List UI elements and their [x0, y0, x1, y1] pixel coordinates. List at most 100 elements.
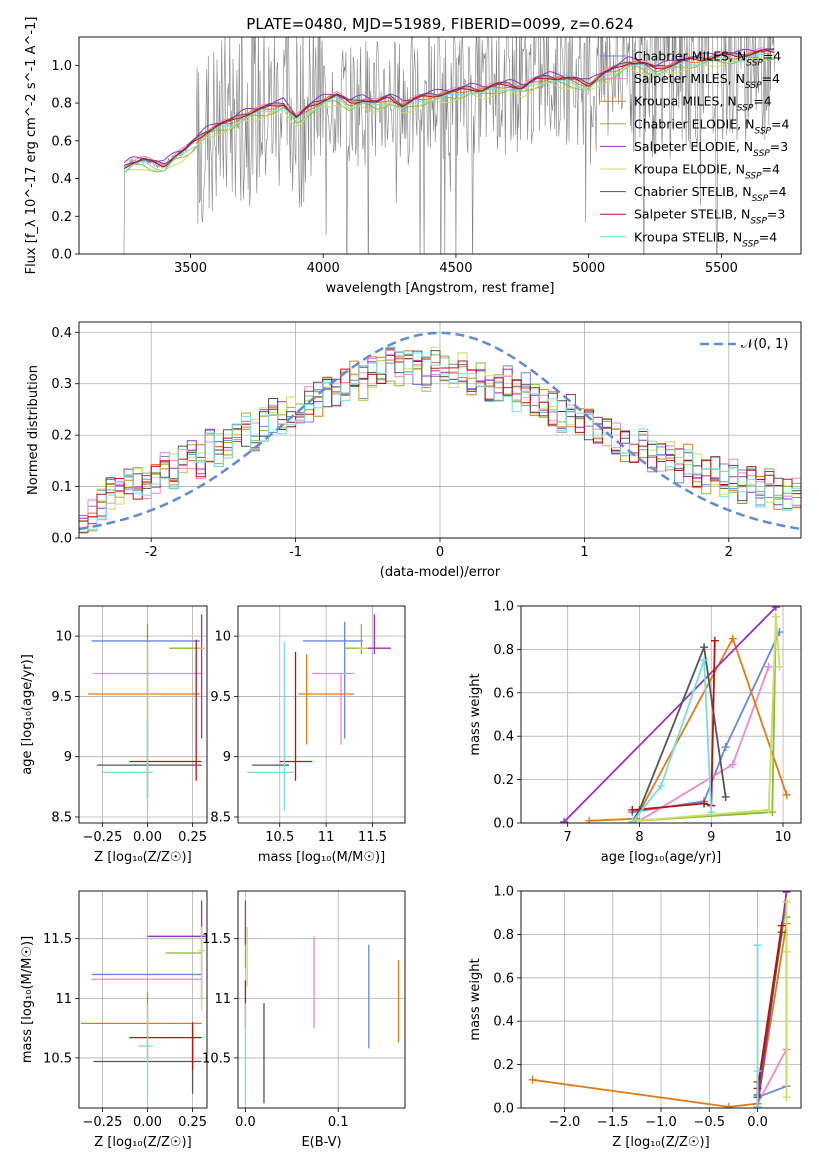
weight-marker-kroupa-stelib: [707, 808, 716, 817]
legend-nssp: =4: [771, 116, 789, 131]
x-tick-label: 0.0: [235, 1115, 256, 1130]
y-tick-label: 8.5: [210, 810, 231, 825]
x-tick-label: 0.25: [178, 1115, 207, 1130]
x-axis-label: Z [log₁₀(Z/Z☉)]: [94, 1135, 191, 1150]
weight-marker-kroupa-elodie: [782, 897, 791, 906]
weight-marker-chabrier-stelib: [700, 643, 709, 652]
x-tick-label: 0.0: [747, 1115, 768, 1130]
x-axis-label: wavelength [Angstrom, rest frame]: [326, 281, 555, 296]
plot-area: [528, 891, 791, 1108]
y-tick-label: 0.4: [493, 1015, 514, 1030]
x-tick-label: −2.0: [549, 1115, 581, 1130]
legend-series-name: Kroupa MILES, N: [634, 94, 737, 109]
y-axis-label: Normed distribution: [26, 365, 41, 495]
y-tick-label: 11.5: [43, 932, 72, 947]
legend-subscript: SSP: [746, 59, 763, 69]
legend-series-name: Salpeter STELIB, N: [634, 207, 750, 222]
weight-marker-kroupa-elodie: [782, 1093, 791, 1102]
x-tick-label: −0.25: [83, 1115, 123, 1130]
y-axis-label: mass weight: [468, 958, 483, 1040]
axes-frame: [520, 605, 802, 824]
x-tick-label: −0.25: [83, 830, 123, 845]
x-tick-label: 0: [436, 545, 444, 560]
y-tick-label: 11.5: [202, 932, 231, 947]
axes-frame: [78, 321, 802, 539]
x-tick-label: 4000: [307, 261, 340, 276]
axes-frame: [237, 605, 406, 824]
y-tick-label: 0.4: [51, 172, 72, 187]
plot-area: [244, 900, 400, 1104]
weight-marker-chabrier-stelib: [721, 792, 730, 801]
x-tick-label: 9: [707, 830, 715, 845]
legend-nssp: =4: [759, 229, 777, 244]
y-tick-label: 9.5: [51, 690, 72, 705]
legend-subscript: SSP: [745, 81, 762, 91]
x-tick-label: 2: [725, 545, 733, 560]
y-tick-label: 8.5: [51, 810, 72, 825]
weight-marker-salpeter-elodie: [782, 891, 791, 897]
x-tick-label: 3500: [174, 261, 207, 276]
y-tick-label: 0.6: [51, 134, 72, 149]
axes-frame: [78, 605, 208, 824]
x-axis-label: mass [log₁₀(M/M☉)]: [258, 850, 385, 865]
x-tick-label: 5500: [705, 261, 738, 276]
y-tick-label: 10.5: [202, 1051, 231, 1066]
x-tick-label: 0.1: [328, 1115, 349, 1130]
panel-mass-weight-vs-Z: −2.0 −1.5 −1.0 −0.5 0.0 0.0 0.2 0.4 0.6 0.8 1.0 Z […: [468, 885, 802, 1150]
x-tick-label: −1.0: [645, 1115, 677, 1130]
y-tick-label: 0.0: [493, 1102, 514, 1117]
y-tick-label: 10: [214, 630, 231, 645]
x-axis-label: age [log₁₀(age/yr)]: [601, 850, 722, 865]
weight-marker-kroupa-miles: [585, 816, 594, 823]
legend-series-name: Salpeter ELODIE, N: [634, 139, 753, 154]
weight-line-salpeter-elodie: [563, 606, 777, 823]
weight-marker-kroupa-stelib: [753, 1067, 762, 1076]
y-tick-label: 0.0: [51, 532, 72, 547]
panel-mass-vs-ebv: 0.0 0.1 10.5 11 11.5 E(B-V): [202, 890, 406, 1150]
normal-distribution-curve: [79, 331, 801, 531]
legend-subscript: SSP: [750, 217, 767, 227]
weight-marker-salpeter-stelib: [710, 636, 719, 645]
plot-area: [80, 900, 206, 1100]
y-tick-label: 0.3: [51, 377, 72, 392]
legend-nssp: =4: [768, 184, 786, 199]
plot-area: [247, 614, 392, 811]
panel-residuals: -2 -1 0 1 2 0.0 0.1 0.2 0.3 0.4 (data-model)/error…: [26, 321, 802, 580]
model-line-kroupa-elodie: [123, 56, 774, 173]
plot-area: [88, 614, 206, 811]
model-line-kroupa-stelib: [123, 53, 774, 174]
weight-marker-salpeter-miles: [764, 662, 773, 671]
x-tick-label: -2: [145, 545, 158, 560]
panel-mass-weight-vs-age: 7 8 9 10 0.0 0.2 0.4 0.6 0.8 1.0 age [log₁₀(age/yr…: [468, 600, 802, 865]
x-tick-label: 0.25: [178, 830, 207, 845]
y-tick-label: 0.6: [493, 971, 514, 986]
y-tick-label: 0.6: [493, 686, 514, 701]
x-tick-label: 10.5: [265, 830, 294, 845]
weight-marker-kroupa-elodie: [775, 662, 784, 671]
axes-frame: [78, 36, 802, 255]
y-tick-label: 1.0: [51, 59, 72, 74]
figure-title: PLATE=0480, MJD=51989, FIBERID=0099, z=0…: [246, 15, 633, 33]
histogram-kroupa-stelib: [79, 346, 801, 530]
axes-frame: [520, 890, 802, 1109]
weight-marker-salpeter-stelib: [628, 805, 637, 814]
y-tick-label: 0.1: [51, 480, 72, 495]
x-tick-label: 5000: [572, 261, 605, 276]
weight-line-salpeter-stelib: [756, 925, 783, 1089]
legend-subscript: SSP: [742, 239, 759, 249]
weight-marker-salpeter-elodie: [560, 817, 569, 823]
weight-marker-kroupa-elodie: [782, 947, 791, 956]
legend-label: 𝒩(0, 1): [741, 337, 788, 352]
model-line-chabrier-elodie: [123, 56, 775, 174]
legend-subscript: SSP: [737, 104, 754, 114]
legend-nssp: =4: [762, 71, 780, 86]
legend-nssp: =3: [770, 139, 788, 154]
legend-label: Kroupa MILES, NSSP=4: [634, 94, 772, 114]
legend-series-name: Kroupa STELIB, N: [634, 229, 742, 244]
legend-series-name: Chabrier MILES, N: [634, 49, 746, 64]
axes-frame: [78, 890, 208, 1109]
legend-label: Kroupa ELODIE, NSSP=4: [634, 162, 780, 182]
y-tick-label: 0.2: [51, 210, 72, 225]
legend-series-name: Chabrier ELODIE, N: [634, 116, 754, 131]
legend-nssp: =4: [763, 49, 781, 64]
